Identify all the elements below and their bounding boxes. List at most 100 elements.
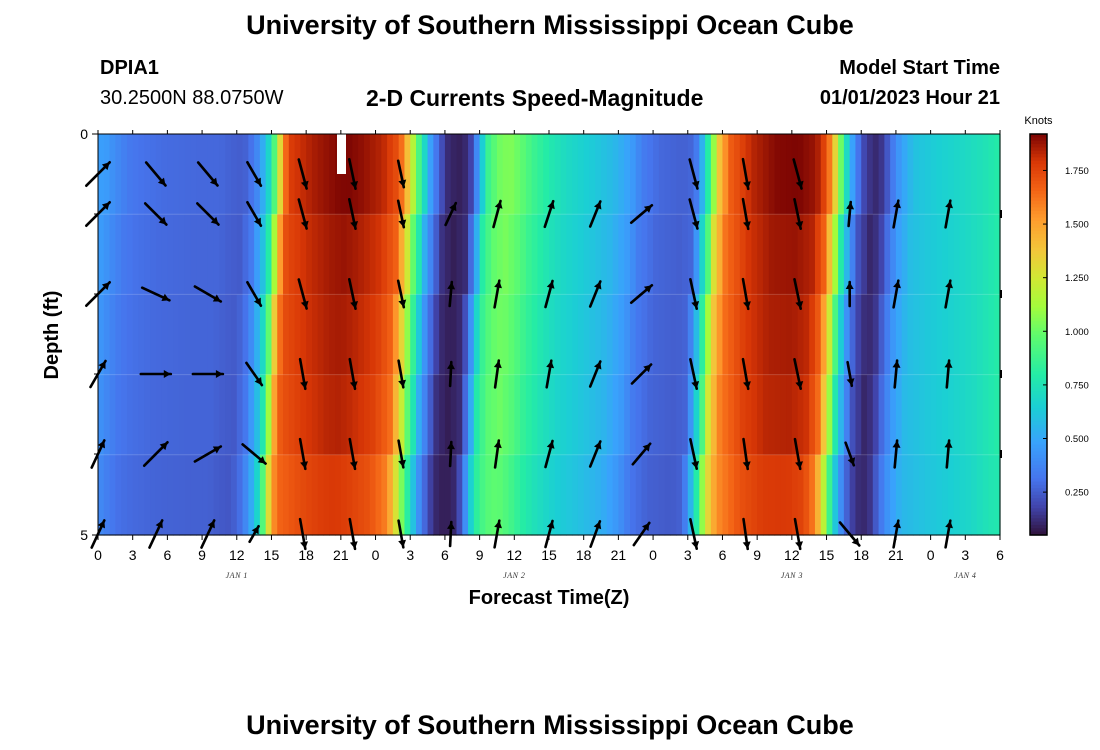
heatmap-cell xyxy=(566,454,573,536)
heatmap-cell xyxy=(144,134,151,215)
heatmap-cell xyxy=(664,134,672,215)
heatmap-cell xyxy=(728,214,735,295)
day-label: JAN 2 xyxy=(503,571,525,580)
heatmap-cell xyxy=(629,134,637,215)
heatmap-cell xyxy=(606,374,614,456)
heatmap-cell xyxy=(190,134,197,215)
current-arrow xyxy=(544,519,555,549)
heatmap-cell xyxy=(971,294,978,376)
colorbar-segment xyxy=(1030,434,1047,439)
colorbar-segment xyxy=(1030,504,1047,509)
heatmap-cell xyxy=(872,454,880,536)
heatmap-cell xyxy=(456,454,463,536)
heatmap-cell xyxy=(774,134,781,215)
colorbar-tick-label: 0.250 xyxy=(1065,488,1089,499)
heatmap-cell xyxy=(525,214,533,295)
heatmap-cell xyxy=(971,454,978,536)
heatmap-cell xyxy=(259,374,267,456)
heatmap-cell xyxy=(144,294,151,376)
colorbar-segment xyxy=(1030,154,1047,158)
heatmap-cell xyxy=(953,454,961,536)
colorbar-segment xyxy=(1030,301,1047,306)
heatmap-cell xyxy=(323,374,330,456)
arrow-head xyxy=(300,541,308,549)
heatmap-cell xyxy=(277,134,284,215)
current-arrow xyxy=(447,360,455,388)
colorbar-segment xyxy=(1030,391,1047,396)
arrow-head xyxy=(253,217,261,226)
heatmap-cell xyxy=(716,374,724,456)
heatmap-cell xyxy=(959,294,966,376)
colorbar-segment xyxy=(1030,484,1047,489)
x-tick-label: 0 xyxy=(372,547,380,563)
heatmap-cell xyxy=(178,294,186,376)
heatmap-cell xyxy=(213,454,221,536)
colorbar-segment xyxy=(1030,257,1047,262)
colorbar-segment xyxy=(1030,150,1047,155)
arrow-head xyxy=(212,446,221,454)
heatmap-cell xyxy=(421,294,429,376)
heatmap-cell xyxy=(242,374,249,456)
arrow-head xyxy=(945,520,953,529)
heatmap-cell xyxy=(167,214,174,295)
heatmap-cell xyxy=(479,294,486,376)
heatmap-cell xyxy=(554,134,562,215)
heatmap-cell xyxy=(479,454,486,536)
heatmap-cell xyxy=(664,294,672,376)
heatmap-cell xyxy=(491,374,498,456)
x-tick-label: 0 xyxy=(649,547,657,563)
current-arrow xyxy=(297,158,309,190)
heatmap-cell xyxy=(294,294,301,376)
heatmap-cell xyxy=(676,134,683,215)
heatmap-cell xyxy=(439,214,446,295)
heatmap-cell xyxy=(635,374,643,456)
heatmap-cell xyxy=(473,374,481,456)
heatmap-cell xyxy=(762,134,770,215)
heatmap-cell xyxy=(392,294,400,376)
heatmap-cell xyxy=(207,374,215,456)
heatmap-cell xyxy=(780,294,787,376)
heatmap-cell xyxy=(699,214,706,295)
heatmap-cell xyxy=(618,454,625,536)
heatmap-cell xyxy=(202,454,209,536)
heatmap-cell xyxy=(450,294,458,376)
heatmap-cell xyxy=(375,134,382,215)
heatmap-cell xyxy=(878,214,885,295)
heatmap-cell xyxy=(421,374,429,456)
heatmap-cell xyxy=(589,454,596,536)
heatmap-cell xyxy=(838,294,845,376)
colorbar-segment xyxy=(1030,404,1047,409)
heatmap-cell xyxy=(213,374,221,456)
heatmap-cell xyxy=(340,294,348,376)
current-arrow xyxy=(588,440,602,468)
heatmap-cell xyxy=(155,294,163,376)
arrow-head xyxy=(398,299,407,308)
heatmap-cell xyxy=(277,374,284,456)
current-arrow xyxy=(892,439,901,469)
heatmap-cell xyxy=(144,214,151,295)
heatmap-cell xyxy=(375,294,382,376)
colorbar-segment xyxy=(1030,187,1047,192)
heatmap-cell xyxy=(259,294,267,376)
current-arrow xyxy=(397,439,406,469)
heatmap-cell xyxy=(988,454,995,536)
arrow-head xyxy=(845,282,854,289)
heatmap-cell xyxy=(236,294,244,376)
heatmap-cell xyxy=(543,134,550,215)
arrow-head xyxy=(691,541,700,549)
current-arrow xyxy=(629,283,654,305)
heatmap-cell xyxy=(832,374,839,456)
heatmap-cell xyxy=(670,294,677,376)
heatmap-cell xyxy=(416,214,423,295)
heatmap-cell xyxy=(745,214,752,295)
heatmap-cell xyxy=(340,214,348,295)
current-arrow xyxy=(444,201,458,227)
colorbar-segment xyxy=(1030,184,1047,189)
current-arrow xyxy=(246,161,263,187)
heatmap-cell xyxy=(248,134,255,215)
heatmap-cell xyxy=(352,454,359,536)
colorbar-segment xyxy=(1030,331,1047,336)
colorbar-segment xyxy=(1030,260,1047,265)
heatmap-cell xyxy=(936,214,943,295)
heatmap-cell xyxy=(462,214,469,295)
